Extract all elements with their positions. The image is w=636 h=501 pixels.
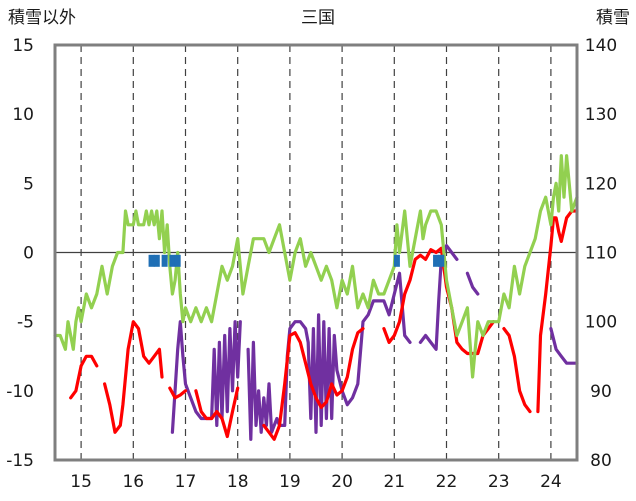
x-tick-label: 16 <box>122 472 144 492</box>
plot-frame <box>53 43 579 462</box>
left-y-tick-label: 15 <box>12 36 34 56</box>
x-tick-label: 20 <box>331 472 353 492</box>
x-tick-label: 17 <box>175 472 197 492</box>
marker-point <box>393 254 400 267</box>
left-y-tick-label: -15 <box>6 451 34 471</box>
left-axis-title: 積雪以外 <box>8 8 76 28</box>
x-tick-label: 18 <box>227 472 249 492</box>
right-y-tick-label: 80 <box>590 451 612 471</box>
marker-point <box>433 254 440 267</box>
series-line-3 <box>53 154 579 379</box>
marker-point <box>169 254 176 267</box>
series-line-2 <box>69 209 579 441</box>
left-y-tick-label: 10 <box>12 105 34 125</box>
left-y-tick-label: 0 <box>23 244 34 264</box>
left-y-tick-label: -5 <box>17 313 34 333</box>
right-y-tick-label: 90 <box>590 382 612 402</box>
right-y-tick-label: 110 <box>585 244 617 264</box>
x-tick-label: 22 <box>436 472 458 492</box>
right-y-tick-label: 120 <box>585 174 617 194</box>
right-y-tick-label: 140 <box>585 36 617 56</box>
marker-point <box>174 254 181 267</box>
marker-point <box>153 254 160 267</box>
right-y-tick-label: 100 <box>585 313 617 333</box>
x-tick-label: 19 <box>279 472 301 492</box>
x-tick-label: 15 <box>70 472 92 492</box>
marker-point <box>161 254 168 267</box>
x-tick-label: 24 <box>540 472 562 492</box>
left-y-tick-label: -10 <box>6 382 34 402</box>
x-tick-label: 21 <box>383 472 405 492</box>
left-y-tick-label: 5 <box>23 174 34 194</box>
marker-point <box>148 254 155 267</box>
marker-point <box>438 254 445 267</box>
series-line-1 <box>170 244 579 441</box>
chart-title: 三国 <box>301 8 335 28</box>
x-tick-label: 23 <box>488 472 510 492</box>
right-axis-title: 積雪 <box>596 8 630 28</box>
right-y-tick-label: 130 <box>585 105 617 125</box>
